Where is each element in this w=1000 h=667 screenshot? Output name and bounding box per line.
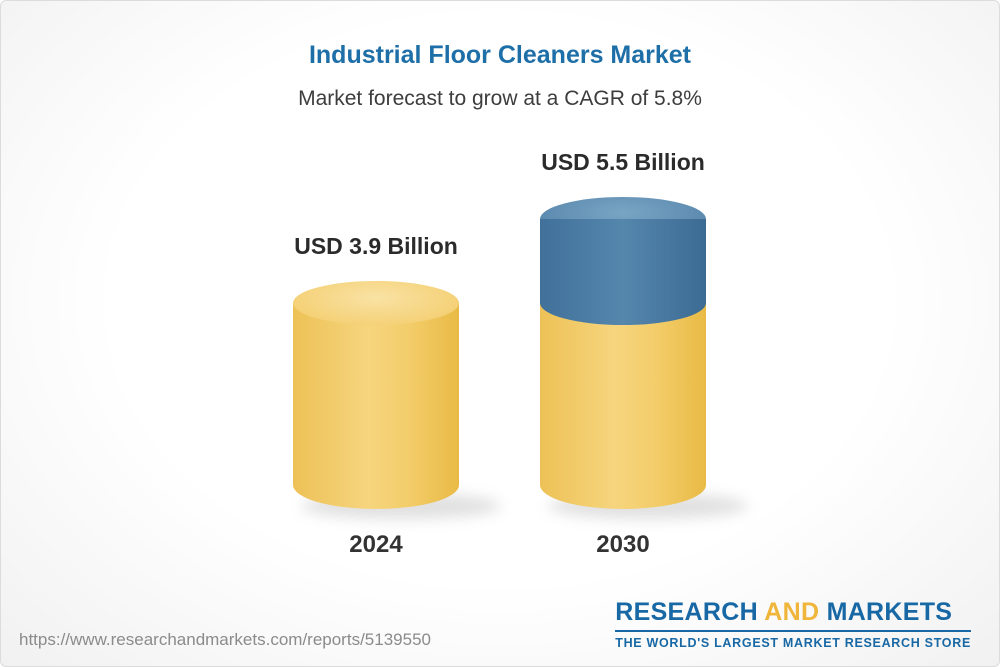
logo-word-research: RESEARCH (615, 598, 758, 626)
logo-word-and: AND (757, 598, 827, 626)
bar-2024-cylinder-body (293, 303, 459, 509)
axis-label-2024: 2024 (349, 531, 403, 558)
value-label-2024: USD 3.9 Billion (294, 233, 458, 260)
bar-2030-growth-segment (540, 218, 706, 326)
research-and-markets-logo: RESEARCH AND MARKETS THE WORLD'S LARGEST… (615, 598, 971, 650)
report-url-link[interactable]: https://www.researchandmarkets.com/repor… (19, 630, 431, 649)
value-label-2030: USD 5.5 Billion (541, 148, 705, 175)
bar-2030-base-segment (540, 303, 706, 509)
logo-word-markets: MARKETS (826, 598, 953, 626)
axis-label-2030: 2030 (596, 531, 650, 558)
logo-wordmark: RESEARCH AND MARKETS (615, 598, 971, 627)
chart-title: Industrial Floor Cleaners Market (308, 41, 692, 69)
logo-tagline: THE WORLD'S LARGEST MARKET RESEARCH STOR… (615, 630, 971, 650)
chart-subtitle: Market forecast to grow at a CAGR of 5.8… (298, 87, 702, 110)
bar-2024-cylinder-top (293, 281, 459, 326)
